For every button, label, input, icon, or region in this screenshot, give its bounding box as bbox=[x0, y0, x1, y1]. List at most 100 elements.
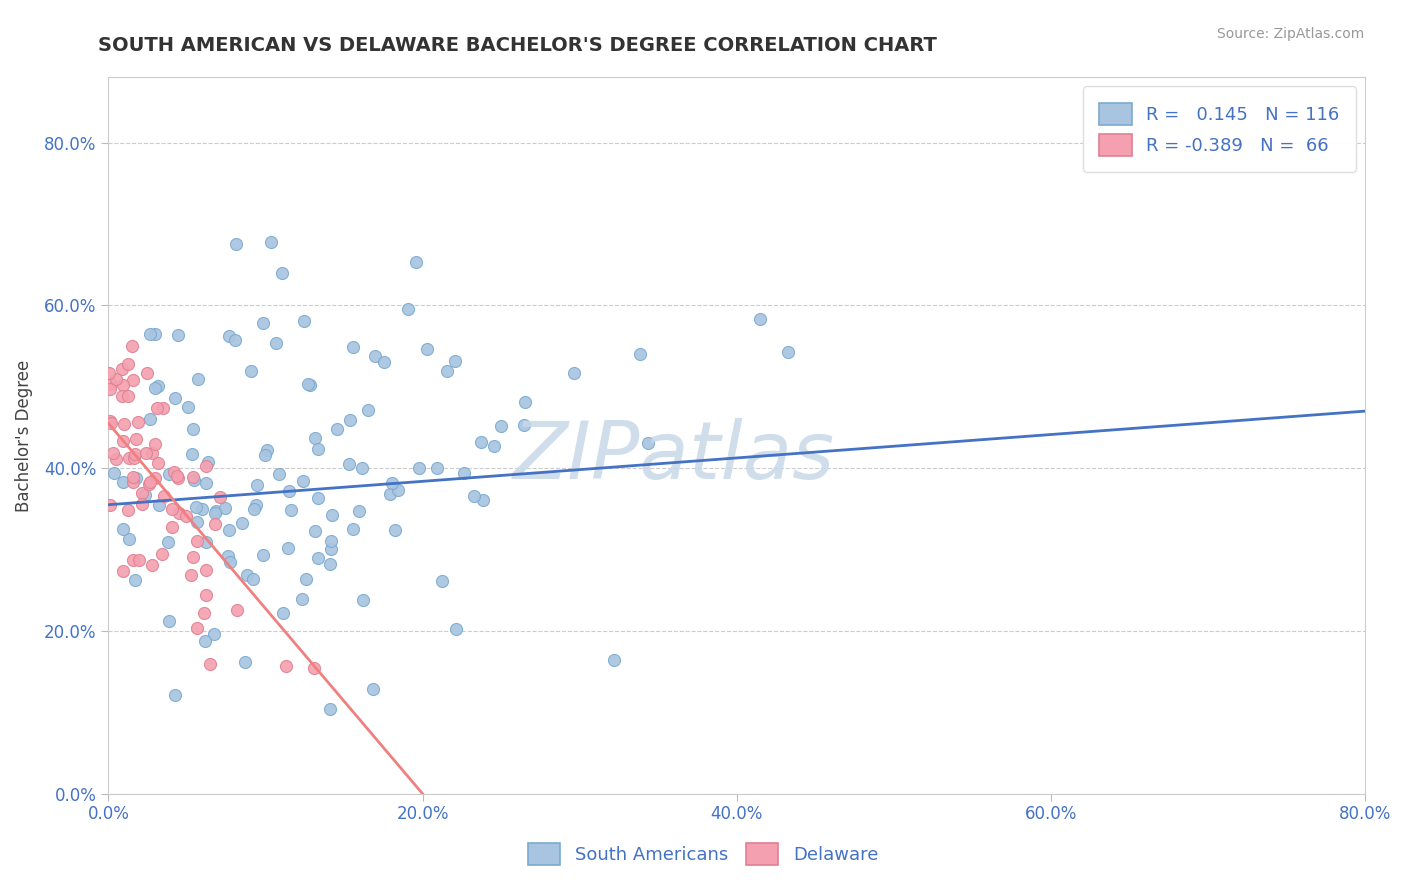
Point bbox=[405, 255, 427, 269]
Point bbox=[436, 364, 458, 378]
Point bbox=[204, 506, 226, 520]
Point bbox=[146, 379, 169, 393]
Point bbox=[217, 549, 239, 563]
Point bbox=[280, 503, 302, 517]
Point bbox=[267, 467, 290, 481]
Point bbox=[143, 470, 166, 484]
Point bbox=[463, 489, 485, 503]
Point bbox=[253, 448, 276, 462]
Point bbox=[342, 339, 364, 353]
Point bbox=[339, 413, 361, 427]
Point bbox=[191, 502, 214, 516]
Point bbox=[180, 567, 202, 582]
Point bbox=[146, 401, 169, 416]
Point bbox=[183, 473, 205, 487]
Point bbox=[186, 621, 208, 635]
Point bbox=[143, 381, 166, 395]
Point bbox=[347, 503, 370, 517]
Point bbox=[513, 417, 536, 432]
Point bbox=[453, 466, 475, 480]
Point bbox=[135, 445, 157, 459]
Point bbox=[562, 366, 585, 380]
Point bbox=[304, 431, 326, 445]
Point bbox=[125, 471, 148, 485]
Point bbox=[167, 471, 190, 485]
Point bbox=[307, 551, 329, 566]
Point bbox=[145, 327, 167, 342]
Point bbox=[186, 534, 208, 549]
Point bbox=[162, 520, 184, 534]
Point bbox=[193, 606, 215, 620]
Point bbox=[290, 592, 312, 607]
Point bbox=[352, 593, 374, 607]
Point bbox=[298, 378, 321, 392]
Point bbox=[387, 483, 409, 498]
Point bbox=[181, 447, 204, 461]
Point bbox=[174, 508, 197, 523]
Point bbox=[245, 498, 267, 512]
Point bbox=[122, 451, 145, 466]
Point bbox=[100, 377, 122, 392]
Point bbox=[444, 622, 467, 636]
Point bbox=[100, 416, 122, 430]
Point bbox=[112, 378, 135, 392]
Point bbox=[307, 442, 329, 456]
Point bbox=[209, 490, 232, 504]
Point bbox=[152, 401, 174, 415]
Point bbox=[131, 497, 153, 511]
Point bbox=[472, 493, 495, 508]
Point bbox=[121, 553, 143, 567]
Point bbox=[214, 501, 236, 516]
Point bbox=[252, 316, 274, 330]
Point bbox=[98, 414, 121, 428]
Point bbox=[98, 366, 121, 380]
Point bbox=[357, 402, 380, 417]
Point bbox=[274, 659, 297, 673]
Point bbox=[148, 498, 170, 512]
Point bbox=[202, 627, 225, 641]
Text: ZIPatlas: ZIPatlas bbox=[513, 418, 835, 496]
Point bbox=[295, 572, 318, 586]
Point bbox=[124, 447, 146, 461]
Point bbox=[141, 558, 163, 573]
Point bbox=[112, 523, 135, 537]
Point bbox=[297, 377, 319, 392]
Point bbox=[243, 502, 266, 516]
Point bbox=[98, 498, 121, 512]
Point bbox=[205, 504, 228, 518]
Point bbox=[319, 702, 342, 716]
Point bbox=[111, 389, 134, 403]
Point bbox=[131, 486, 153, 500]
Point bbox=[342, 522, 364, 536]
Point bbox=[101, 446, 124, 460]
Point bbox=[127, 415, 149, 429]
Point bbox=[307, 491, 329, 506]
Point bbox=[195, 535, 218, 549]
Point bbox=[112, 417, 135, 432]
Point bbox=[326, 422, 349, 436]
Point bbox=[628, 347, 651, 361]
Point bbox=[321, 533, 343, 548]
Point bbox=[134, 488, 156, 502]
Point bbox=[271, 607, 294, 621]
Point bbox=[118, 532, 141, 546]
Point bbox=[233, 656, 256, 670]
Point bbox=[277, 541, 299, 555]
Point bbox=[292, 313, 315, 327]
Point bbox=[187, 372, 209, 386]
Point bbox=[252, 548, 274, 562]
Point bbox=[256, 443, 278, 458]
Point bbox=[264, 335, 287, 350]
Point bbox=[380, 487, 402, 501]
Point bbox=[408, 461, 430, 475]
Point bbox=[163, 688, 186, 702]
Y-axis label: Bachelor's Degree: Bachelor's Degree bbox=[15, 359, 32, 512]
Point bbox=[198, 657, 221, 671]
Point bbox=[396, 301, 419, 316]
Point bbox=[111, 361, 134, 376]
Point bbox=[143, 437, 166, 451]
Point bbox=[416, 343, 439, 357]
Point bbox=[146, 456, 169, 470]
Point bbox=[489, 418, 512, 433]
Point bbox=[236, 568, 259, 582]
